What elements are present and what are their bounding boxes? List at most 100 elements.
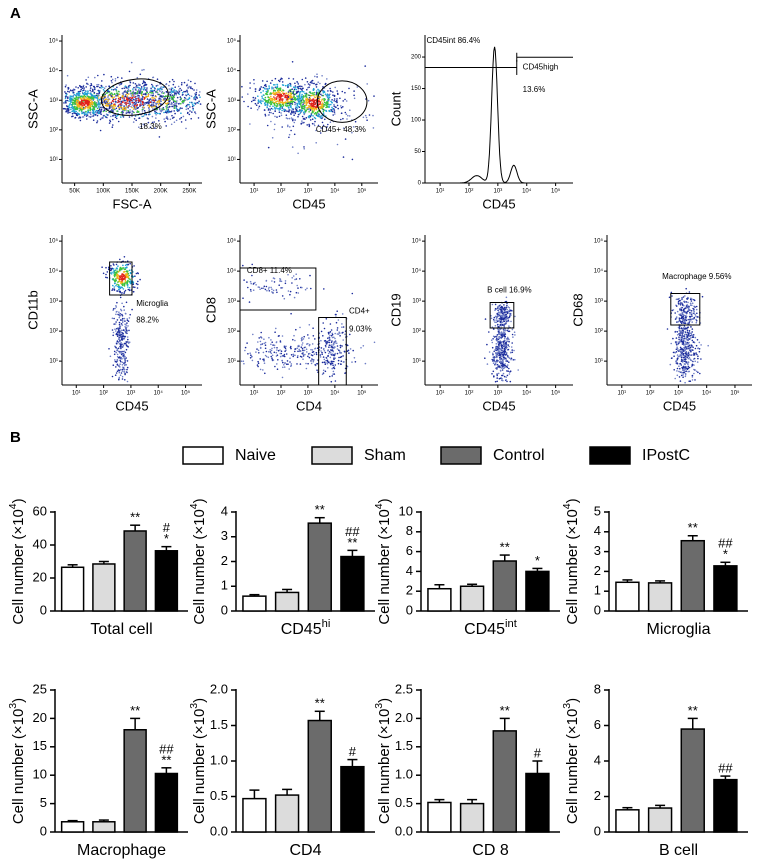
event-dot	[81, 96, 84, 98]
event-dot	[286, 360, 289, 362]
event-dot	[297, 110, 299, 113]
event-dot	[126, 368, 128, 371]
event-dot	[103, 73, 105, 76]
x-tick-label: 10¹	[250, 391, 259, 397]
event-dot	[270, 349, 273, 352]
event-dot	[274, 101, 277, 104]
event-dot	[81, 112, 83, 115]
event-dot	[308, 86, 310, 88]
event-dot	[296, 81, 298, 83]
event-dot	[118, 278, 121, 281]
event-dot	[170, 95, 172, 98]
event-dot	[156, 112, 159, 115]
event-dot	[308, 91, 311, 94]
event-dot	[367, 99, 370, 102]
event-dot	[92, 119, 95, 121]
event-dot	[267, 114, 270, 116]
event-dot	[296, 86, 299, 88]
event-dot	[102, 86, 104, 89]
event-dot	[334, 113, 336, 115]
event-dot	[264, 84, 267, 86]
event-dot	[271, 354, 274, 357]
event-dot	[261, 80, 264, 82]
event-dot	[291, 102, 293, 105]
event-dot	[252, 99, 255, 102]
event-dot	[128, 286, 131, 289]
event-dot	[335, 321, 338, 324]
event-dot	[118, 93, 121, 96]
event-dot	[506, 366, 509, 369]
event-dot	[353, 357, 356, 359]
y-tick-label: 50	[414, 149, 421, 155]
event-dot	[276, 96, 278, 98]
event-dot	[179, 87, 181, 90]
event-dot	[273, 96, 275, 98]
event-dot	[141, 115, 143, 118]
event-dot	[75, 94, 77, 96]
event-dot	[132, 88, 134, 90]
event-dot	[188, 94, 191, 97]
event-dot	[294, 278, 296, 281]
event-dot	[511, 342, 513, 344]
event-dot	[308, 115, 311, 117]
event-dot	[306, 124, 309, 126]
event-dot	[146, 95, 148, 98]
event-dot	[190, 80, 192, 83]
event-dot	[112, 118, 114, 121]
event-dot	[300, 110, 303, 112]
event-dot	[499, 318, 502, 320]
event-dot	[270, 339, 272, 341]
event-dot	[114, 323, 117, 325]
event-dot	[324, 363, 327, 366]
event-dot	[342, 156, 345, 158]
event-dot	[336, 327, 339, 329]
event-dot	[336, 345, 339, 347]
event-dot	[266, 80, 268, 83]
event-dot	[672, 351, 675, 354]
event-dot	[682, 354, 685, 356]
event-dot	[187, 103, 189, 106]
event-dot	[328, 103, 330, 106]
event-dot	[499, 369, 502, 372]
event-dot	[129, 80, 131, 82]
event-dot	[114, 79, 117, 82]
event-dot	[278, 115, 281, 118]
event-dot	[156, 78, 159, 80]
event-dot	[684, 337, 687, 340]
event-dot	[71, 97, 73, 100]
event-dot	[505, 296, 508, 299]
event-dot	[291, 277, 294, 279]
event-dot	[166, 106, 168, 108]
event-dot	[114, 328, 116, 331]
event-dot	[290, 345, 292, 348]
event-dot	[107, 96, 109, 98]
event-dot	[274, 97, 276, 99]
event-dot	[264, 115, 267, 117]
event-dot	[143, 98, 145, 100]
event-dot	[270, 355, 273, 358]
event-dot	[351, 158, 354, 161]
event-dot	[139, 90, 142, 92]
event-dot	[108, 91, 110, 93]
event-dot	[292, 108, 295, 110]
event-dot	[504, 344, 507, 346]
event-dot	[128, 289, 131, 291]
event-dot	[116, 335, 119, 338]
event-dot	[253, 79, 255, 81]
event-dot	[116, 349, 119, 351]
event-dot	[87, 90, 89, 92]
event-dot	[307, 342, 309, 345]
event-dot	[97, 100, 100, 103]
event-dot	[284, 280, 287, 282]
event-dot	[93, 107, 95, 109]
event-dot	[136, 104, 138, 107]
event-dot	[293, 86, 295, 89]
event-dot	[171, 98, 173, 100]
event-dot	[132, 82, 135, 84]
event-dot	[103, 114, 105, 117]
event-dot	[274, 108, 277, 110]
event-dot	[150, 89, 152, 92]
event-dot	[71, 112, 74, 115]
event-dot	[168, 111, 170, 114]
x-tick-label: 10¹	[72, 391, 81, 397]
